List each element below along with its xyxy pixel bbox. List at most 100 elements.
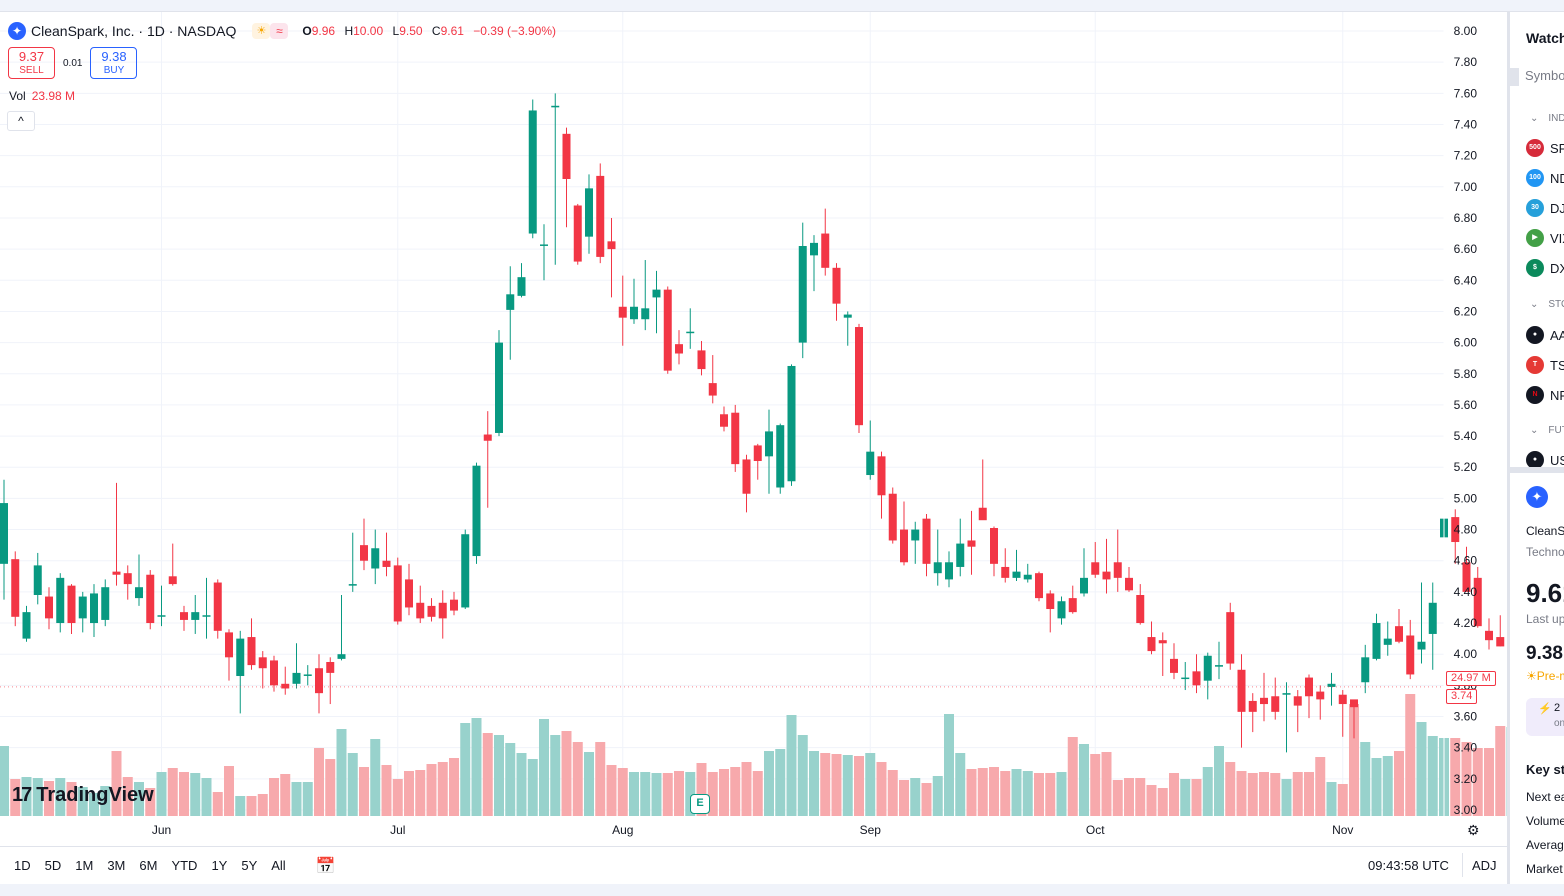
- data-delay-wave-icon[interactable]: ≈: [270, 23, 289, 39]
- candle-body: [1080, 577, 1088, 594]
- candle-body: [1226, 612, 1235, 664]
- volume-bar: [696, 763, 707, 816]
- candle-body: [528, 110, 537, 234]
- candle-body: [1451, 517, 1460, 543]
- candle-body: [843, 314, 852, 318]
- next-earnings-label: Next earnings: [1526, 790, 1564, 804]
- candle-body: [1012, 571, 1021, 578]
- volume-bar: [404, 771, 414, 816]
- watchlist-title[interactable]: Watchlist: [1526, 30, 1564, 46]
- market-open-sun-icon[interactable]: ☀: [252, 23, 271, 39]
- panel-resize-handle[interactable]: [1507, 12, 1510, 884]
- volume-bar: [775, 749, 786, 816]
- volume-bar: [381, 765, 392, 816]
- range-3m[interactable]: 3M: [107, 858, 126, 873]
- candle-body: [630, 306, 638, 320]
- volume-bar: [1157, 788, 1168, 816]
- volume-bar: [280, 774, 291, 816]
- range-5d[interactable]: 5D: [44, 858, 62, 873]
- volume-bar: [584, 752, 594, 816]
- symbol-column-header[interactable]: Symbol: [1525, 68, 1564, 83]
- section-stocks[interactable]: ⌄STOCKS: [1530, 299, 1564, 310]
- range-1m[interactable]: 1M: [75, 858, 94, 873]
- volume-bar: [1236, 771, 1247, 816]
- candlestick-chart[interactable]: 3.003.203.403.603.804.004.204.404.604.80…: [0, 12, 1507, 846]
- price-tick-label: 5.20: [1454, 460, 1478, 474]
- candle-body: [303, 674, 312, 676]
- watchlist-row-vix[interactable]: ▶VIX: [1526, 229, 1564, 247]
- watchlist-row-aapl[interactable]: ●AAPL: [1526, 326, 1564, 344]
- price-tick-label: 3.60: [1454, 710, 1478, 724]
- range-ytd[interactable]: YTD: [171, 858, 198, 873]
- candle-body: [798, 246, 807, 343]
- volume-bar: [932, 776, 943, 816]
- volume-bar: [449, 758, 459, 816]
- volume-bar: [1427, 736, 1438, 816]
- change-value: −0.39 (−3.90%): [473, 24, 556, 38]
- volume-bar: [190, 773, 201, 816]
- price-tick-label: 4.00: [1454, 647, 1478, 661]
- chart-settings-gear-icon[interactable]: ⚙: [1467, 822, 1480, 838]
- buy-button[interactable]: 9.38 BUY: [90, 47, 138, 79]
- candle-body: [663, 289, 672, 371]
- range-5y[interactable]: 5Y: [241, 858, 258, 873]
- details-promo-card[interactable]: ⚡ 2 on: [1526, 698, 1564, 736]
- range-6m[interactable]: 6M: [139, 858, 158, 873]
- candle-body: [1158, 640, 1167, 644]
- candle-body: [1395, 626, 1403, 642]
- range-all[interactable]: All: [271, 858, 286, 873]
- volume-bar: [359, 767, 369, 816]
- section-indices[interactable]: ⌄INDICES: [1530, 113, 1564, 124]
- volume-bar: [1169, 773, 1179, 816]
- volume-bar: [66, 782, 77, 816]
- details-sector[interactable]: Technology: [1526, 545, 1564, 559]
- candle-body: [438, 602, 447, 619]
- candle-body: [371, 548, 380, 569]
- watchlist-row-nflx[interactable]: NNFLX: [1526, 386, 1564, 404]
- watchlist-row-ndq[interactable]: 100NDQ: [1526, 169, 1564, 187]
- candle-body: [1462, 562, 1471, 592]
- utc-clock[interactable]: 09:43:58 UTC: [1368, 858, 1449, 873]
- time-tick-label: Jul: [390, 823, 405, 837]
- volume-bar: [212, 792, 223, 816]
- volume-bar: [179, 772, 189, 816]
- date-range-calendar-icon[interactable]: 📅: [315, 857, 336, 875]
- candle-body: [1147, 637, 1156, 652]
- volume-bar: [494, 735, 504, 816]
- adjust-toggle[interactable]: ADJ: [1472, 858, 1497, 873]
- sell-button[interactable]: 9.37 SELL: [8, 47, 55, 79]
- earnings-marker-icon[interactable]: E: [690, 794, 710, 814]
- volume-bar: [1360, 742, 1371, 816]
- watchlist-row-dxy[interactable]: $DXY: [1526, 259, 1564, 277]
- candle-body: [1372, 623, 1381, 659]
- watchlist-row-tsla[interactable]: TTSLA: [1526, 356, 1564, 374]
- volume-bar: [809, 751, 819, 816]
- trade-buttons: 9.37 SELL 0.01 9.38 BUY: [8, 47, 138, 79]
- watchlist-row-dji[interactable]: 30DJI: [1526, 199, 1564, 217]
- details-divider[interactable]: [1510, 467, 1564, 473]
- candle-body: [1282, 693, 1291, 695]
- symbol-title[interactable]: CleanSpark, Inc. · 1D · NASDAQ: [31, 23, 237, 39]
- tradingview-logo[interactable]: 17 TradingView: [12, 784, 154, 806]
- candle-body: [933, 562, 942, 574]
- column-resize-handle[interactable]: [1510, 68, 1519, 86]
- section-futures[interactable]: ⌄FUTURES: [1530, 425, 1564, 436]
- time-tick-label: Jun: [152, 823, 171, 837]
- volume-bar: [1382, 756, 1393, 816]
- candle-body: [292, 672, 301, 684]
- candle-body: [551, 105, 560, 108]
- volume-bar: [1259, 772, 1269, 816]
- watchlist-row-usoil[interactable]: ●USOIL: [1526, 451, 1564, 469]
- candle-body: [675, 344, 683, 354]
- chart-pane[interactable]: 3.003.203.403.603.804.004.204.404.604.80…: [0, 12, 1507, 884]
- watchlist-row-spx[interactable]: 500SPX: [1526, 139, 1564, 157]
- range-1d[interactable]: 1D: [14, 858, 31, 873]
- range-1y[interactable]: 1Y: [211, 858, 228, 873]
- volume-bar: [460, 723, 471, 816]
- candle-body: [753, 445, 762, 462]
- collapse-legend-chevron-up-icon[interactable]: ^: [7, 111, 35, 131]
- candle-body: [1046, 593, 1055, 610]
- volume-bar: [145, 788, 156, 816]
- candle-body: [900, 529, 908, 563]
- volume-bar: [269, 778, 279, 816]
